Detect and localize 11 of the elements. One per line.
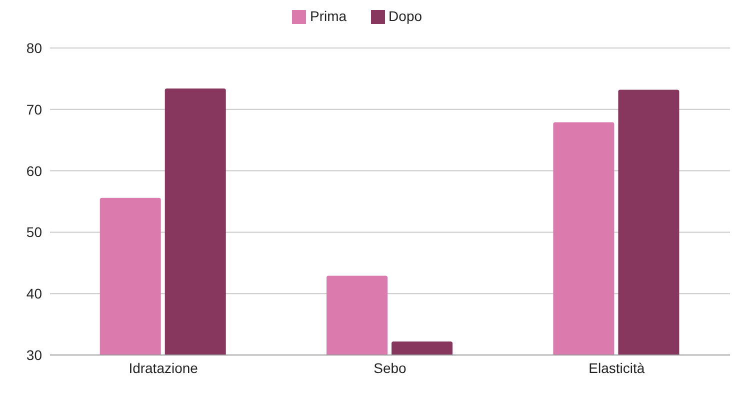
legend-label: Prima bbox=[310, 8, 347, 24]
y-tick-label: 30 bbox=[26, 346, 42, 363]
y-tick-label: 70 bbox=[26, 101, 42, 118]
y-tick-label: 80 bbox=[26, 40, 42, 56]
y-tick-label: 40 bbox=[26, 286, 42, 302]
y-tick-label: 50 bbox=[26, 224, 42, 240]
x-tick-label: Sebo bbox=[374, 360, 407, 376]
x-tick-label: Elasticità bbox=[588, 360, 645, 376]
y-tick-label: 60 bbox=[26, 162, 42, 179]
legend-label: Dopo bbox=[388, 8, 422, 24]
x-tick-label: Idratazione bbox=[128, 360, 198, 376]
